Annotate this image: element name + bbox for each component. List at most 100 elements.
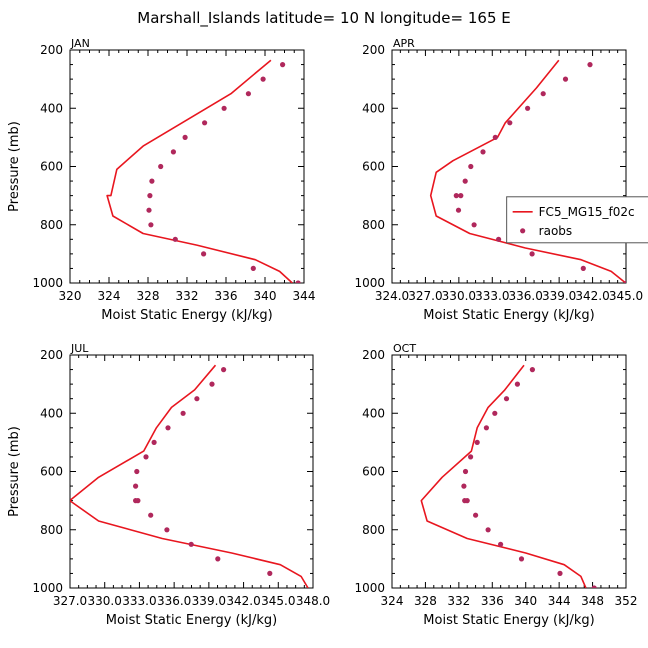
- x-tick-label: 340: [254, 289, 277, 303]
- raobs-point: [462, 468, 469, 475]
- raobs-point: [209, 381, 215, 387]
- panel-apr: 324.0 327.0 330.0 333.0 336.0 339.0 342.0 345.0…: [354, 37, 648, 323]
- raobs-point: [474, 439, 480, 445]
- raobs-point: [221, 105, 227, 111]
- raobs-point: [180, 410, 186, 416]
- x-tick-label: 330.0: [88, 594, 122, 608]
- panel-jul: 327.0 330.0 333.0 336.0 339.0 342.0 345.0 348.0…: [7, 342, 330, 628]
- y-tick-label: 800: [362, 523, 385, 537]
- plot-area: [429, 59, 626, 283]
- y-tick-label: 800: [362, 218, 385, 232]
- x-tick-label: 342.0: [226, 594, 260, 608]
- panel-jan: 320 324 328 332 336 340 344 200 400 600 800 1000 JAN…: [7, 37, 315, 323]
- raobs-point: [518, 556, 525, 562]
- raobs-point: [587, 62, 593, 68]
- raobs-point: [480, 149, 486, 155]
- x-tick-label: 348: [581, 594, 604, 608]
- y-tick-label: 200: [362, 43, 385, 57]
- raobs-point: [471, 222, 477, 228]
- raobs-point: [135, 498, 141, 504]
- y-tick-label: 600: [40, 465, 63, 479]
- y-tick-label: 600: [40, 160, 63, 174]
- raobs-point: [182, 134, 188, 140]
- model-profile-line: [420, 364, 587, 588]
- x-tick-label: 324: [98, 289, 121, 303]
- legend-obs-label: raobs: [539, 224, 573, 238]
- x-tick-label: 344: [293, 289, 316, 303]
- panels: 320 324 328 332 336 340 344 200 400 600 800 1000 JAN…: [7, 37, 648, 628]
- y-axis-label: Pressure (mb): [7, 121, 22, 212]
- raobs-point: [201, 251, 207, 257]
- y-tick-label: 1000: [32, 581, 63, 595]
- raobs-point: [149, 178, 155, 184]
- panel-oct: 324 328 332 336 340 344 348 352 200 400 600 800 1000…: [354, 342, 637, 628]
- x-tick-label: 324: [381, 594, 404, 608]
- raobs-point: [170, 149, 176, 155]
- raobs-point: [165, 425, 171, 431]
- raobs-point: [473, 512, 479, 518]
- raobs-point: [498, 541, 504, 547]
- x-axis-label: Moist Static Energy (kJ/kg): [423, 613, 594, 628]
- raobs-point: [453, 193, 459, 199]
- x-tick-label: 339.0: [542, 289, 576, 303]
- panel-title: OCT: [393, 342, 416, 355]
- x-tick-label: 327.0: [408, 289, 442, 303]
- plot-frame: [69, 49, 305, 284]
- panel-title: JAN: [70, 37, 90, 50]
- x-tick-label: 333.0: [122, 594, 156, 608]
- raobs-point: [134, 468, 140, 475]
- x-tick-label: 336: [215, 289, 238, 303]
- model-profile-line: [106, 59, 293, 283]
- y-tick-label: 800: [40, 523, 63, 537]
- y-tick-label: 200: [40, 348, 63, 362]
- raobs-point: [148, 512, 154, 518]
- y-tick-label: 400: [362, 406, 385, 420]
- plot-frame: [69, 354, 314, 589]
- plot-frame: [391, 49, 627, 284]
- raobs-point: [525, 105, 531, 111]
- model-profile-line: [70, 364, 309, 588]
- x-tick-label: 345.0: [609, 289, 643, 303]
- panel-title: APR: [393, 37, 415, 50]
- raobs-point: [540, 91, 546, 97]
- raobs-point: [503, 396, 510, 402]
- raobs-point: [492, 134, 498, 140]
- raobs-point: [591, 585, 597, 588]
- raobs-point: [147, 193, 153, 199]
- raobs-point: [529, 251, 535, 257]
- x-tick-label: 320: [59, 289, 82, 303]
- x-tick-label: 342.0: [575, 289, 609, 303]
- raobs-point: [624, 280, 626, 283]
- raobs-point: [295, 280, 301, 283]
- raobs-point: [468, 454, 474, 460]
- y-tick-label: 400: [40, 406, 63, 420]
- y-tick-label: 200: [362, 348, 385, 362]
- y-axis-label: Pressure (mb): [7, 426, 22, 517]
- x-tick-label: 339.0: [192, 594, 226, 608]
- x-tick-label: 344: [548, 594, 571, 608]
- raobs-point: [492, 410, 498, 416]
- plot-frame: [391, 354, 627, 589]
- x-axis-label: Moist Static Energy (kJ/kg): [106, 613, 277, 628]
- y-tick-label: 200: [40, 43, 63, 57]
- raobs-point: [464, 498, 470, 504]
- y-tick-label: 400: [40, 101, 63, 115]
- raobs-point: [188, 541, 194, 547]
- raobs-point: [461, 483, 467, 489]
- raobs-point: [194, 396, 200, 402]
- figure-title: Marshall_Islands latitude= 10 N longitud…: [137, 9, 510, 28]
- x-tick-label: 336.0: [157, 594, 191, 608]
- raobs-point: [267, 570, 273, 577]
- x-tick-label: 345.0: [261, 594, 295, 608]
- model-profile-line: [429, 59, 626, 283]
- raobs-point: [562, 76, 569, 82]
- x-axis-label: Moist Static Energy (kJ/kg): [101, 308, 272, 323]
- plot-area: [420, 364, 597, 588]
- y-tick-label: 1000: [354, 276, 385, 290]
- y-tick-label: 1000: [354, 581, 385, 595]
- raobs-point: [158, 163, 164, 170]
- x-tick-label: 336: [481, 594, 504, 608]
- raobs-point: [496, 236, 502, 242]
- raobs-point: [245, 91, 251, 97]
- y-tick-label: 600: [362, 465, 385, 479]
